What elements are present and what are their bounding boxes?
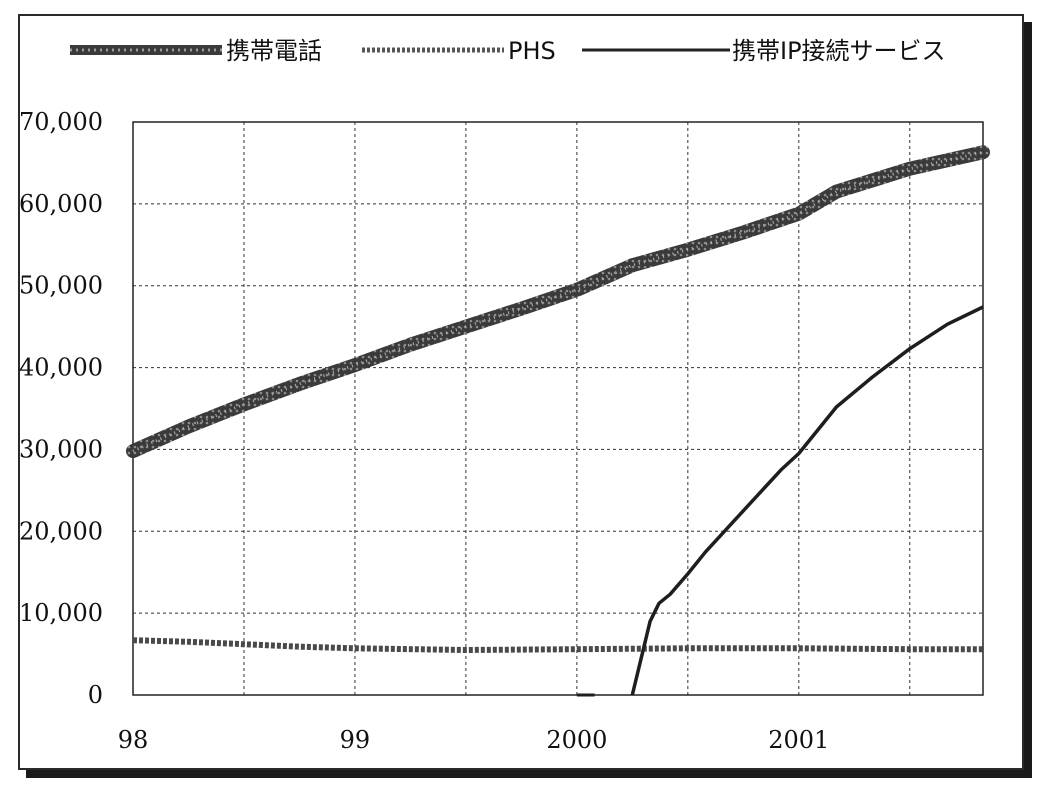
series-line-mobile <box>126 145 990 459</box>
grid <box>133 122 983 695</box>
x-tick-label: 2000 <box>546 726 607 754</box>
legend-label-mobile-ip: 携帯IP接続サービス <box>732 37 946 65</box>
series-line-phs <box>132 637 983 654</box>
x-axis: 98 99 2000 2001 <box>118 726 830 754</box>
y-tick-label: 50,000 <box>19 272 103 300</box>
legend-label-phs: PHS <box>508 37 556 65</box>
legend-item-mobile: 携帯電話 <box>70 37 322 65</box>
legend: 携帯電話 PHS 携帯IP接続サービス <box>70 37 946 65</box>
y-tick-label: 40,000 <box>19 354 103 382</box>
x-tick-label: 99 <box>340 726 371 754</box>
x-tick-label: 98 <box>118 726 149 754</box>
legend-item-mobile-ip: 携帯IP接続サービス <box>582 37 946 65</box>
y-tick-label: 0 <box>88 681 103 709</box>
legend-item-phs: PHS <box>362 37 556 65</box>
y-tick-label: 70,000 <box>19 108 103 136</box>
x-tick-label: 2001 <box>768 726 829 754</box>
y-tick-label: 10,000 <box>19 599 103 627</box>
series-line-mobile-ip <box>630 305 984 696</box>
series-group <box>126 145 990 697</box>
y-axis: 0 10,000 20,000 30,000 40,000 50,000 60,000 70,… <box>19 108 103 709</box>
y-tick-label: 60,000 <box>19 190 103 218</box>
legend-label-mobile: 携帯電話 <box>226 37 322 65</box>
y-tick-label: 20,000 <box>19 517 103 545</box>
y-tick-label: 30,000 <box>19 435 103 463</box>
plot-area <box>132 121 984 696</box>
